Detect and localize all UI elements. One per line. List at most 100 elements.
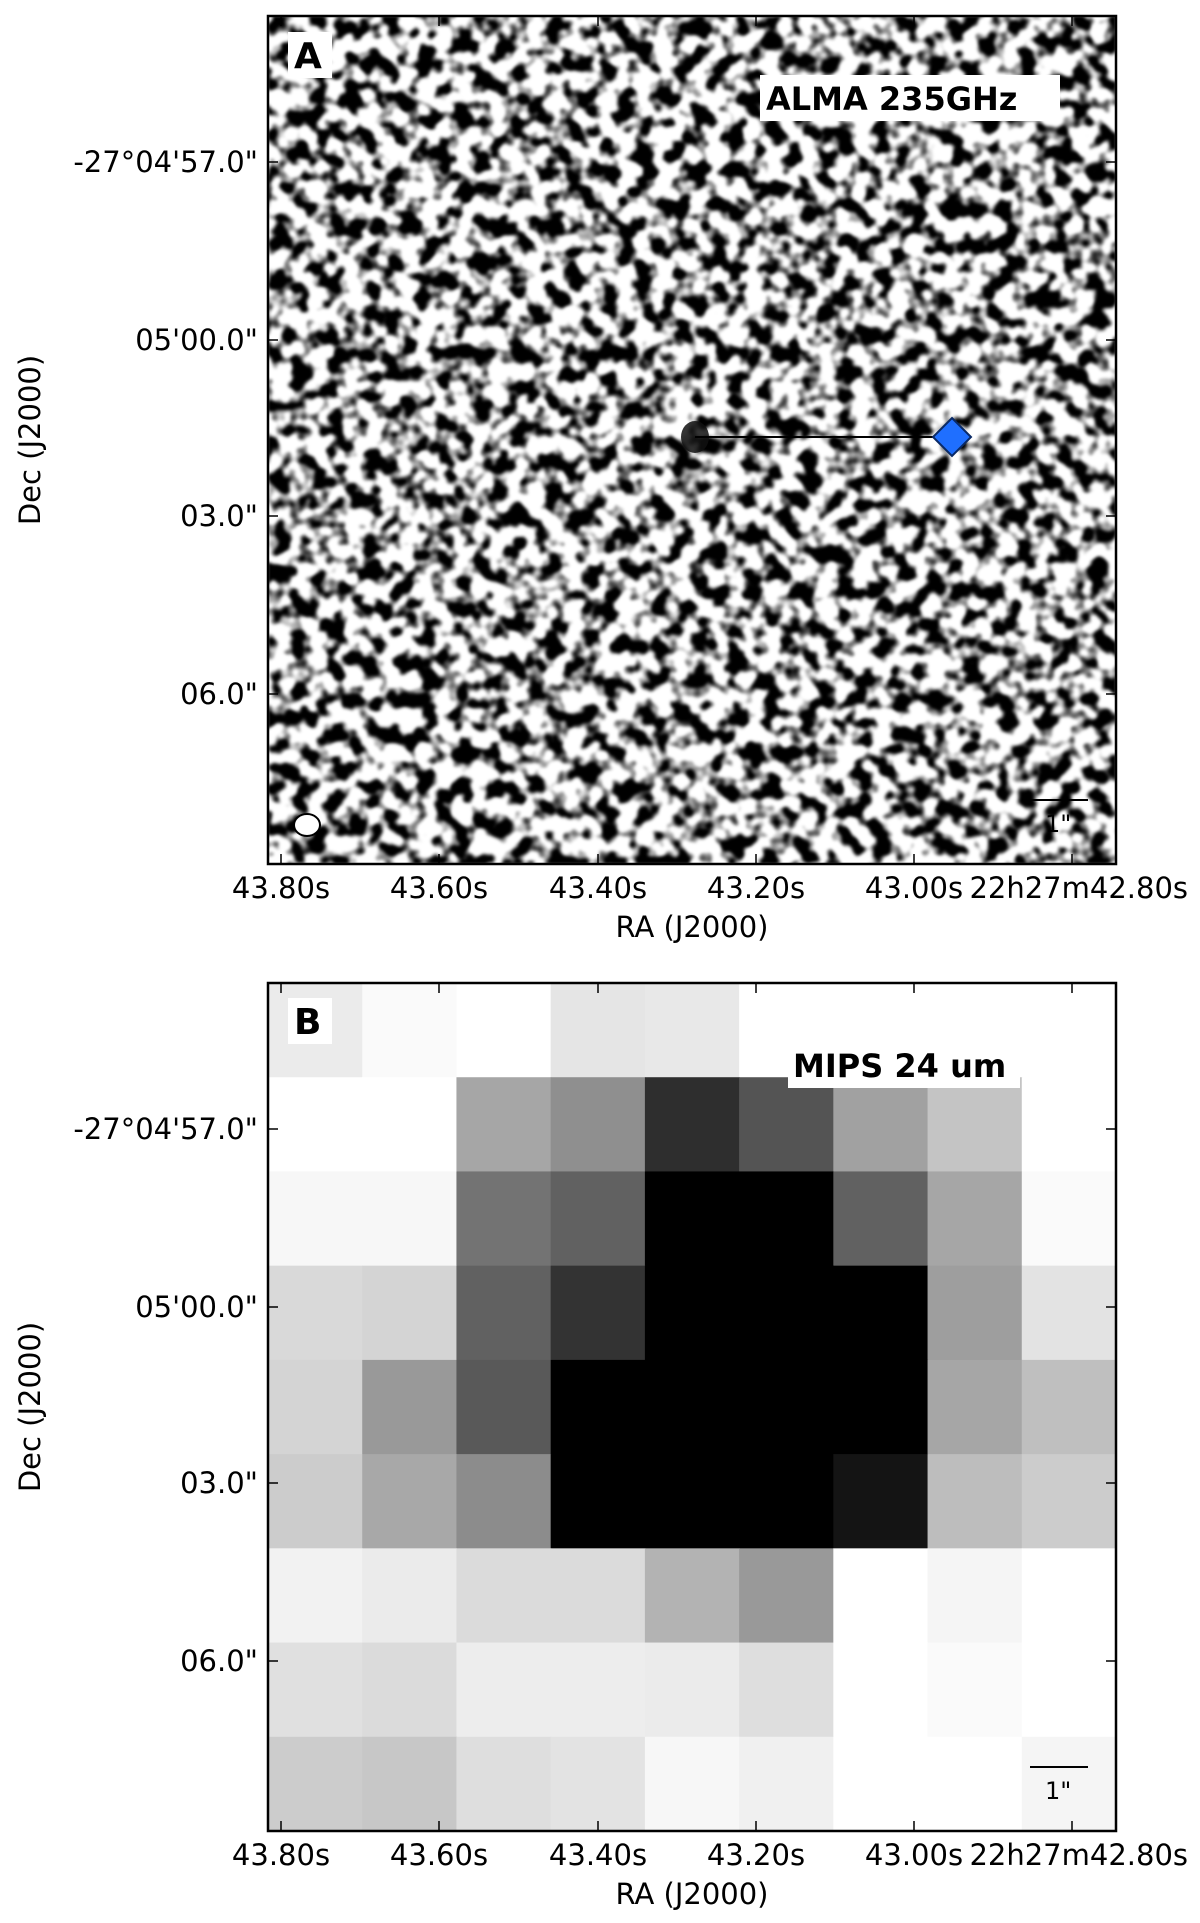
pixel-cell [268, 1265, 363, 1361]
panel-a-y-tick-1: 05'00.0" [135, 323, 258, 357]
panel-b-xlabel: RA (J2000) [615, 1877, 768, 1911]
pixel-cell [739, 1077, 834, 1173]
pixel-cell [1021, 1736, 1117, 1832]
panel-b-scale-bar-label: 1" [1045, 1777, 1071, 1805]
pixel-cell [739, 1736, 834, 1832]
pixel-cell [833, 1171, 929, 1267]
pixel-cell [362, 1642, 458, 1738]
panel-b-letter-box [288, 998, 332, 1044]
panel-a-x-tick-0: 43.80s [232, 871, 330, 905]
panel-a-x-tick-2: 43.40s [549, 871, 647, 905]
pixel-cell [456, 1454, 552, 1549]
pixel-cell [550, 1736, 646, 1832]
panel-a-x-tick-1: 43.60s [390, 871, 488, 905]
pixel-cell [927, 1548, 1023, 1644]
beam-ellipse-icon [293, 813, 321, 837]
pixel-cell [362, 983, 458, 1078]
pixel-cell [833, 1736, 929, 1832]
panel-b-x-tick-1: 43.60s [390, 1838, 488, 1872]
pixel-cell [927, 1359, 1023, 1455]
pixel-cell [268, 1077, 363, 1173]
panel-b-ticks [268, 983, 1116, 1831]
panel-b-band-label: MIPS 24 um [793, 1047, 1006, 1085]
pixel-cell [456, 1736, 552, 1832]
pixel-cell [456, 1171, 552, 1267]
panel-b-band-label-box [788, 1042, 1020, 1088]
panel-a-y-tick-3: 06.0" [180, 677, 258, 711]
pixel-cell [739, 1548, 834, 1644]
pixel-cell [550, 983, 646, 1078]
pixel-cell [1021, 983, 1117, 1078]
panel-a-ylabel: Dec (J2000) [13, 355, 47, 525]
panel-b-letter: B [294, 1002, 321, 1043]
panel-b-ylabel: Dec (J2000) [13, 1322, 47, 1492]
pixel-cell [362, 1171, 458, 1267]
pixel-cell [268, 1454, 363, 1549]
panel-b-x-tick-2: 43.40s [549, 1838, 647, 1872]
pixel-cell [456, 1548, 552, 1644]
pixel-cell [1021, 1171, 1117, 1267]
pixel-cell [456, 1642, 552, 1738]
panel-a-xlabel: RA (J2000) [615, 910, 768, 944]
panel-b-frame [266, 981, 1118, 1833]
panel-b-y-tick-1: 05'00.0" [135, 1290, 258, 1324]
panel-b-x-tick-4: 43.00s [865, 1838, 963, 1872]
pixel-cell [550, 1548, 646, 1644]
pixel-cell [833, 1359, 929, 1455]
panel-b-pixel-grid [268, 983, 1117, 1832]
pixel-cell [927, 1736, 1023, 1832]
pixel-cell [833, 1642, 929, 1738]
pixel-cell [644, 1359, 740, 1455]
pixel-cell [550, 1454, 646, 1549]
panel-b-y-tick-0: -27°04'57.0" [73, 1112, 258, 1146]
panel-a-ticks [268, 16, 1116, 864]
pixel-cell [362, 1736, 458, 1832]
pixel-cell [739, 1454, 834, 1549]
pixel-cell [268, 1359, 363, 1455]
pixel-cell [456, 1077, 552, 1173]
pixel-cell [268, 1548, 363, 1644]
panel-b-y-tick-2: 03.0" [180, 1466, 258, 1500]
panel-b: B MIPS 24 um 1" 43.80s 43.60s 43.40s 43.… [13, 981, 1188, 1911]
pixel-cell [644, 1171, 740, 1267]
pixel-cell [644, 1265, 740, 1361]
pixel-cell [644, 1736, 740, 1832]
pixel-cell [456, 1359, 552, 1455]
panel-b-x-tick-0: 43.80s [232, 1838, 330, 1872]
pixel-cell [362, 1454, 458, 1549]
pixel-cell [362, 1548, 458, 1644]
panel-a-frame [266, 14, 1118, 866]
panel-a-letter: A [294, 36, 322, 77]
panel-a-y-tick-2: 03.0" [180, 499, 258, 533]
pixel-cell [739, 1171, 834, 1267]
pixel-cell [833, 1454, 929, 1549]
pixel-cell [1021, 1265, 1117, 1361]
pixel-cell [644, 1548, 740, 1644]
panel-a-band-label: ALMA 235GHz [766, 80, 1017, 118]
pixel-cell [927, 1265, 1023, 1361]
pixel-cell [1021, 1642, 1117, 1738]
panel-b-y-tick-3: 06.0" [180, 1644, 258, 1678]
panel-a-scale-bar-label: 1" [1045, 810, 1071, 838]
pixel-cell [268, 1171, 363, 1267]
pixel-cell [550, 1265, 646, 1361]
pixel-cell [362, 1077, 458, 1173]
pixel-cell [456, 983, 552, 1078]
pixel-cell [644, 983, 740, 1078]
pixel-cell [456, 1265, 552, 1361]
pixel-cell [927, 1642, 1023, 1738]
pixel-cell [644, 1077, 740, 1173]
pixel-cell [1021, 1548, 1117, 1644]
pixel-cell [739, 1359, 834, 1455]
panel-a-x-tick-4: 43.00s [865, 871, 963, 905]
panel-a-x-tick-5: 22h27m42.80s [969, 871, 1188, 905]
panel-a-band-label-box [760, 75, 1060, 121]
pixel-cell [362, 1359, 458, 1455]
panel-a: A ALMA 235GHz 1" 43.80s 43.60s 43.40s 43… [13, 14, 1188, 944]
blue-diamond-marker-icon [931, 416, 973, 458]
pixel-cell [833, 1548, 929, 1644]
panel-a-letter-box [288, 32, 332, 78]
panel-a-x-tick-3: 43.20s [707, 871, 805, 905]
pixel-cell [550, 1077, 646, 1173]
